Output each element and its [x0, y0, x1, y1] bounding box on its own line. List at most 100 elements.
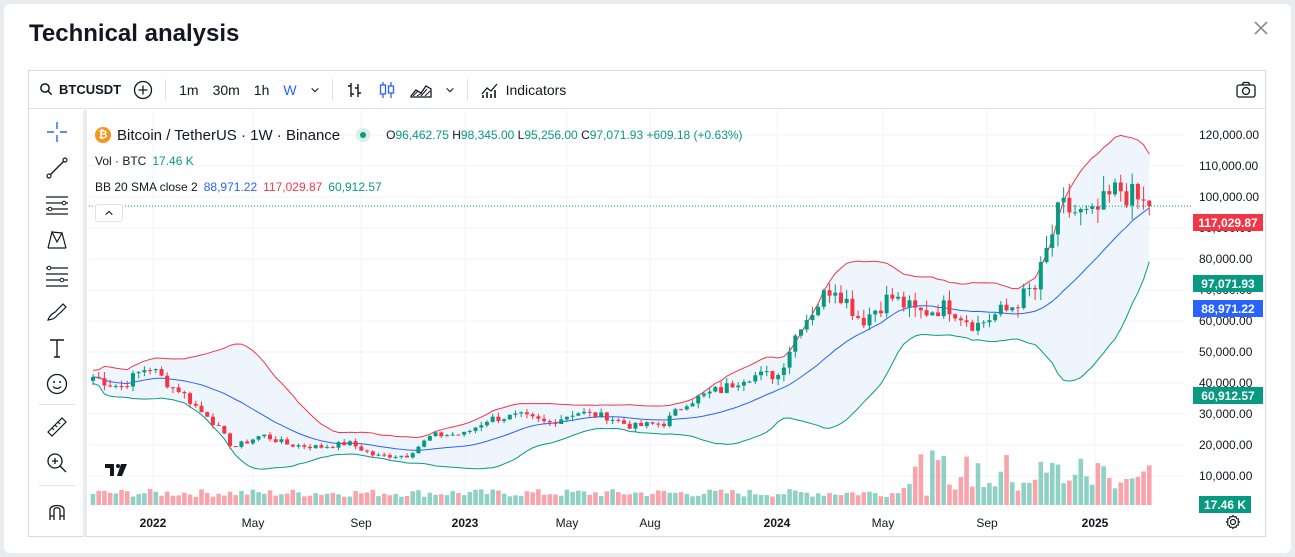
- chart-pane[interactable]: ₿ Bitcoin / TetherUS · 1W · Binance O96,…: [87, 110, 1267, 537]
- candle-body: [216, 424, 221, 426]
- close-button[interactable]: [1249, 16, 1273, 40]
- candle-body: [713, 387, 718, 392]
- gear-icon[interactable]: [1225, 514, 1241, 530]
- measure-tool[interactable]: [43, 413, 71, 441]
- pattern-tool[interactable]: [43, 226, 71, 254]
- volume-bar: [227, 491, 233, 505]
- volume-bar: [381, 493, 387, 505]
- volume-bar: [935, 460, 941, 505]
- volume-bar: [690, 496, 695, 505]
- volume-bar: [404, 495, 410, 505]
- interval-1m[interactable]: 1m: [179, 81, 199, 98]
- candle-body: [519, 412, 524, 414]
- volume-bar: [290, 489, 296, 505]
- compare-symbol-button[interactable]: [127, 71, 159, 109]
- volume-bar: [1004, 455, 1009, 505]
- volume-bar: [890, 493, 895, 505]
- tradingview-logo[interactable]: [99, 455, 135, 483]
- volume-bar: [1009, 482, 1015, 505]
- chart-type-dropdown[interactable]: [439, 71, 461, 109]
- candle-body: [370, 451, 375, 456]
- interval-30m[interactable]: 30m: [212, 81, 240, 98]
- toolbar-divider: [331, 78, 333, 101]
- interval-1w[interactable]: W: [283, 81, 297, 98]
- indicators-button[interactable]: Indicators: [474, 71, 573, 109]
- candle-body: [930, 312, 935, 316]
- volume-bar: [387, 495, 393, 505]
- volume-bar: [678, 492, 684, 505]
- volume-bar: [439, 494, 444, 505]
- symbol-search-button[interactable]: BTCUSDT: [29, 71, 127, 109]
- candle-body: [936, 312, 941, 317]
- horizontal-lines-tool[interactable]: [43, 190, 71, 218]
- candle-body: [1135, 183, 1140, 200]
- volume-bar: [336, 494, 341, 505]
- interval-1h[interactable]: 1h: [253, 81, 270, 98]
- candle-body: [193, 403, 198, 406]
- price-chart[interactable]: [87, 110, 1267, 537]
- area-chart-type-button[interactable]: [403, 71, 439, 109]
- candle-body: [313, 445, 318, 449]
- volume-bar: [96, 490, 101, 505]
- volume-bar: [650, 493, 655, 505]
- brush-icon: [47, 303, 67, 321]
- text-tool[interactable]: [43, 334, 71, 362]
- chart-legend: ₿ Bitcoin / TetherUS · 1W · Binance O96,…: [95, 122, 743, 226]
- fib-tool[interactable]: [43, 262, 71, 290]
- candle-body: [245, 441, 250, 444]
- candle-body: [953, 314, 958, 319]
- volume-bar: [376, 496, 381, 505]
- candle-body: [770, 371, 775, 380]
- basis-tag: 88,971.22: [1193, 300, 1263, 317]
- volume-bar: [930, 450, 935, 505]
- volume-bar: [416, 490, 421, 505]
- legend-collapse-button[interactable]: [95, 204, 123, 222]
- search-icon: [40, 83, 53, 96]
- volume-bar: [895, 493, 901, 505]
- candle-body: [639, 422, 644, 427]
- magnet-tool[interactable]: [43, 497, 71, 525]
- screenshot-button[interactable]: [1235, 79, 1257, 101]
- volume-bar: [781, 494, 787, 505]
- volume-bar: [1072, 474, 1078, 505]
- candle-body: [958, 318, 963, 321]
- volume-bar: [461, 495, 467, 505]
- volume-bar: [450, 491, 455, 505]
- candles-chart-type-button[interactable]: [371, 71, 403, 109]
- crosshair-tool[interactable]: [43, 118, 71, 146]
- volume-bar: [553, 494, 558, 505]
- candle-body: [701, 393, 706, 396]
- candle-body: [433, 432, 438, 437]
- volume-bar: [844, 492, 849, 505]
- candle-body: [1027, 287, 1032, 289]
- volume-bar: [142, 493, 147, 505]
- interval-dropdown[interactable]: [304, 71, 326, 109]
- volume-bar: [347, 496, 353, 505]
- volume-bar: [262, 493, 267, 505]
- trend-line-tool[interactable]: [43, 154, 71, 182]
- candle-body: [947, 300, 952, 315]
- bar-chart-type-button[interactable]: [339, 71, 371, 109]
- volume-bar: [501, 493, 507, 505]
- candle-body: [650, 422, 655, 424]
- volume-bar: [1015, 490, 1021, 505]
- volume-bar: [775, 494, 781, 505]
- volume-bar: [958, 477, 964, 505]
- candle-body: [759, 371, 764, 376]
- candle-body: [1004, 304, 1009, 311]
- market-status-icon[interactable]: [356, 128, 371, 142]
- brush-tool[interactable]: [43, 298, 71, 326]
- volume-bar: [655, 490, 661, 505]
- volume-bar: [541, 494, 547, 505]
- time-tick-label: 2025: [1081, 516, 1109, 530]
- candle-body: [176, 387, 181, 393]
- candle-body: [165, 375, 170, 388]
- emoji-tool[interactable]: [43, 370, 71, 398]
- candle-body: [576, 413, 581, 416]
- candle-body: [781, 367, 786, 376]
- zoom-tool[interactable]: [43, 449, 71, 477]
- volume-bar: [170, 495, 176, 505]
- candle-body: [907, 300, 912, 308]
- indicators-label: Indicators: [505, 81, 567, 98]
- candle-body: [850, 298, 855, 317]
